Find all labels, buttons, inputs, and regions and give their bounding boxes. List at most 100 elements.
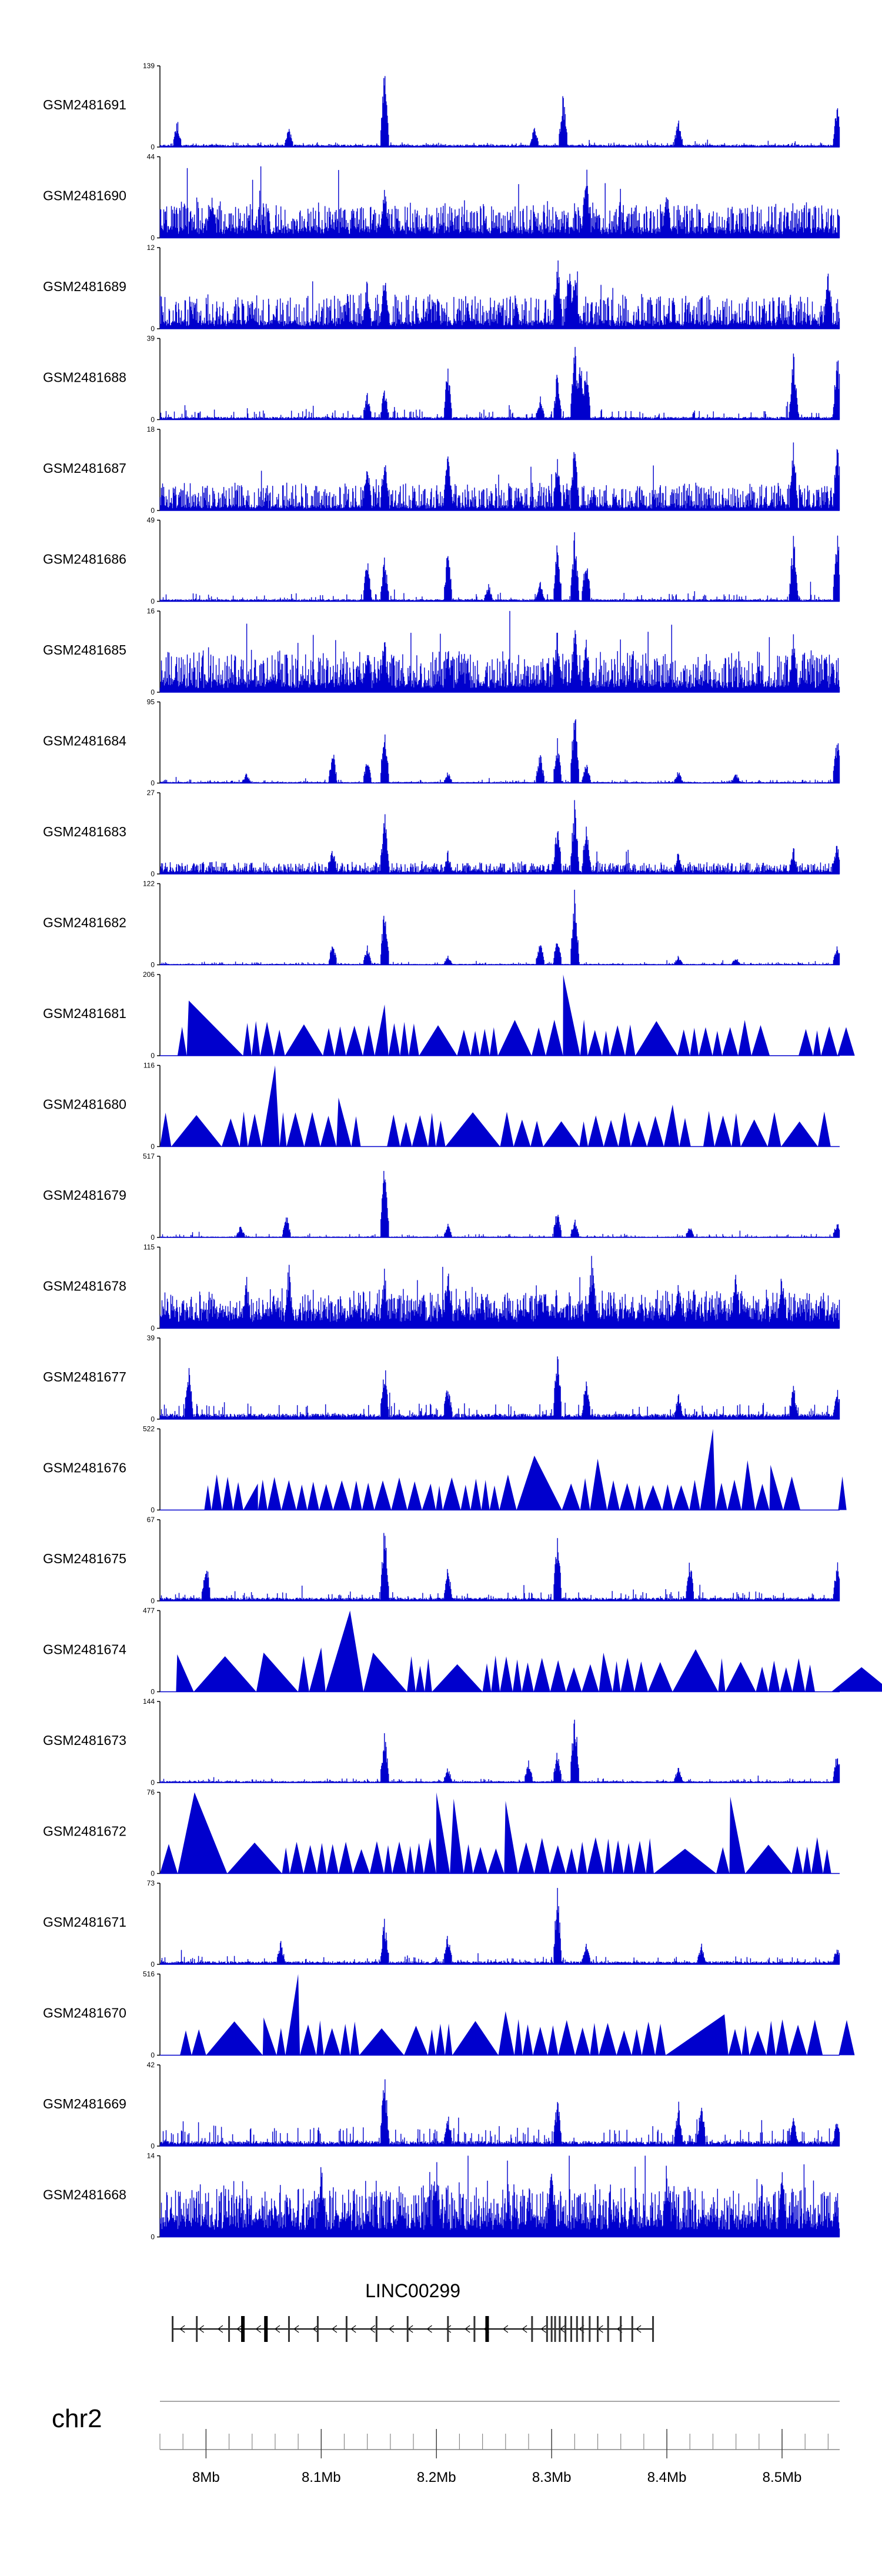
track-GSM2481687: GSM2481687 18 0	[43, 425, 840, 515]
track-label: GSM2481682	[43, 915, 126, 930]
y-axis-max-label: 39	[147, 1334, 155, 1342]
track-label: GSM2481688	[43, 370, 126, 385]
exon	[631, 2316, 633, 2342]
y-axis-min-label: 0	[151, 598, 155, 606]
y-axis-min-label: 0	[151, 870, 155, 878]
y-axis-min-label: 0	[151, 688, 155, 696]
x-axis-tick-label: 8.3Mb	[532, 2470, 572, 2485]
track-label: GSM2481676	[43, 1460, 126, 1476]
y-axis-max-label: 116	[143, 1062, 155, 1070]
y-axis-max-label: 115	[143, 1243, 155, 1252]
track-label: GSM2481680	[43, 1097, 126, 1112]
y-axis-min-label: 0	[151, 961, 155, 969]
exon	[652, 2316, 654, 2342]
track-GSM2481674: GSM2481674 477 0	[43, 1607, 882, 1696]
exon	[228, 2316, 230, 2342]
exon	[546, 2316, 548, 2342]
exon	[570, 2316, 572, 2342]
signal-area	[159, 1356, 840, 1420]
track-GSM2481684: GSM2481684 95 0	[43, 698, 840, 788]
track-GSM2481671: GSM2481671 73 0	[43, 1879, 840, 1968]
track-GSM2481679: GSM2481679 517 0	[43, 1152, 840, 1242]
exon	[241, 2316, 245, 2342]
exon	[531, 2316, 533, 2342]
signal-area	[159, 610, 840, 693]
signal-area	[159, 346, 840, 420]
track-label: GSM2481670	[43, 2006, 126, 2021]
chromosome-label: chr2	[52, 2404, 102, 2433]
y-axis-max-label: 477	[143, 1607, 155, 1615]
exon	[589, 2316, 591, 2342]
track-GSM2481688: GSM2481688 39 0	[43, 335, 840, 424]
exon	[564, 2316, 567, 2342]
strand-arrow	[179, 2325, 185, 2333]
y-axis-max-label: 516	[143, 1970, 155, 1978]
y-axis-max-label: 95	[147, 698, 155, 706]
strand-arrow	[636, 2325, 642, 2333]
signal-area	[159, 1533, 840, 1601]
x-axis-tick-label: 8.1Mb	[302, 2470, 341, 2485]
track-GSM2481670: GSM2481670 516 0	[43, 1970, 855, 2060]
y-axis-max-label: 139	[143, 62, 155, 70]
strand-arrow	[369, 2325, 375, 2333]
exon	[196, 2316, 198, 2342]
exon	[288, 2316, 290, 2342]
strand-arrow	[540, 2325, 546, 2333]
exon	[554, 2316, 556, 2342]
genome-axis: chr2 8Mb 8.1Mb 8.2Mb 8.3Mb 8.4Mb 8.5Mb	[52, 2401, 840, 2485]
signal-area	[160, 1974, 855, 2056]
track-GSM2481678: GSM2481678 115 0	[43, 1243, 840, 1333]
signal-area	[159, 719, 840, 783]
y-axis-max-label: 42	[147, 2061, 155, 2069]
exon	[576, 2316, 578, 2342]
y-axis-max-label: 144	[143, 1697, 155, 1706]
strand-arrow	[426, 2325, 432, 2333]
y-axis-max-label: 73	[147, 1879, 155, 1887]
y-axis-max-label: 206	[143, 970, 155, 979]
track-GSM2481682: GSM2481682 122 0	[43, 880, 840, 969]
y-axis-max-label: 44	[147, 153, 155, 161]
y-axis-min-label: 0	[151, 1597, 155, 1605]
track-GSM2481675: GSM2481675 67 0	[43, 1516, 840, 1605]
signal-area	[159, 1256, 840, 1329]
strand-arrow	[274, 2325, 280, 2333]
strand-arrow	[331, 2325, 338, 2333]
y-axis-min-label: 0	[151, 779, 155, 788]
gene-name: LINC00299	[365, 2280, 460, 2301]
track-GSM2481689: GSM2481689 12 0	[43, 243, 840, 333]
track-GSM2481668: GSM2481668 14 0	[43, 2152, 840, 2241]
track-GSM2481691: GSM2481691 139 0	[43, 62, 840, 151]
y-axis-max-label: 522	[143, 1425, 155, 1433]
y-axis-min-label: 0	[151, 1870, 155, 1878]
y-axis-min-label: 0	[151, 1052, 155, 1060]
exon	[620, 2316, 622, 2342]
x-axis-tick-label: 8.5Mb	[763, 2470, 802, 2485]
exon	[172, 2316, 174, 2342]
y-axis-max-label: 27	[147, 789, 155, 797]
y-axis-max-label: 49	[147, 516, 155, 525]
exon	[550, 2316, 553, 2342]
signal-area	[159, 442, 840, 511]
strand-arrow	[445, 2325, 452, 2333]
track-label: GSM2481685	[43, 642, 126, 658]
track-label: GSM2481669	[43, 2096, 126, 2111]
signal-area	[159, 1888, 840, 1965]
track-label: GSM2481686	[43, 552, 126, 567]
y-axis-max-label: 12	[147, 243, 155, 252]
signal-area	[159, 260, 840, 329]
y-axis-max-label: 122	[143, 880, 155, 888]
y-axis-min-label: 0	[151, 2233, 155, 2241]
track-GSM2481676: GSM2481676 522 0	[43, 1425, 847, 1514]
track-label: GSM2481683	[43, 824, 126, 839]
y-axis-min-label: 0	[151, 143, 155, 151]
exon	[607, 2316, 609, 2342]
strand-arrow	[465, 2325, 470, 2333]
track-label: GSM2481672	[43, 1824, 126, 1839]
exon	[316, 2316, 319, 2342]
x-axis-tick-label: 8Mb	[192, 2470, 220, 2485]
track-label: GSM2481675	[43, 1551, 126, 1566]
signal-area	[160, 1792, 840, 1874]
track-GSM2481681: GSM2481681 206 0	[43, 970, 855, 1060]
strand-arrow	[236, 2325, 242, 2333]
y-axis-min-label: 0	[151, 2142, 155, 2150]
